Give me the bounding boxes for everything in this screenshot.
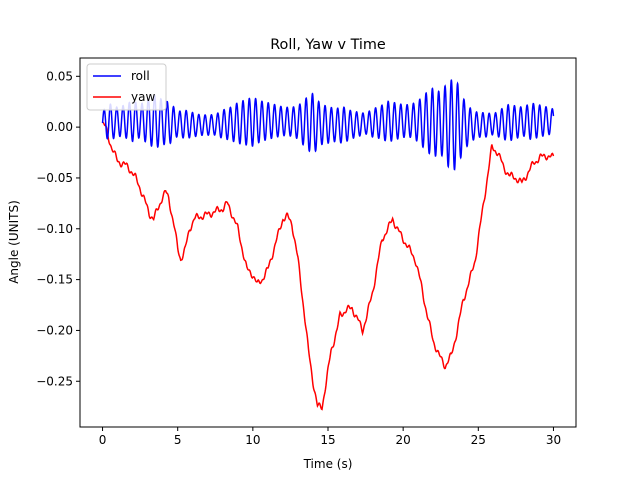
- series-yaw-line: [102, 121, 555, 411]
- legend: roll yaw: [86, 63, 167, 111]
- legend-roll-label: roll: [131, 69, 150, 83]
- x-tick-label: 20: [396, 433, 411, 447]
- x-tick-label: 15: [320, 433, 335, 447]
- x-tick-label: 30: [546, 433, 561, 447]
- series-roll-line: [101, 79, 555, 171]
- ticks-layer: 0 5 10 15 20 25 30 0.05 0.00 −0.05 −0.10 −0.15 −0.20…: [36, 69, 561, 447]
- chart-title: Roll, Yaw v Time: [270, 37, 386, 53]
- y-tick-label: 0.05: [46, 69, 73, 83]
- y-tick-label: −0.25: [36, 374, 73, 388]
- x-tick-label: 0: [99, 433, 107, 447]
- x-axis-label: Time (s): [303, 457, 353, 471]
- legend-yaw-label: yaw: [131, 90, 155, 104]
- x-tick-label: 25: [471, 433, 486, 447]
- x-tick-label: 10: [245, 433, 260, 447]
- x-tick-label: 5: [174, 433, 182, 447]
- series-layer: [101, 79, 555, 411]
- y-tick-label: −0.20: [36, 323, 73, 337]
- y-tick-label: −0.15: [36, 273, 73, 287]
- y-axis-label: Angle (UNITS): [7, 200, 21, 284]
- y-tick-label: 0.00: [46, 120, 73, 134]
- y-tick-label: −0.05: [36, 171, 73, 185]
- y-tick-label: −0.10: [36, 222, 73, 236]
